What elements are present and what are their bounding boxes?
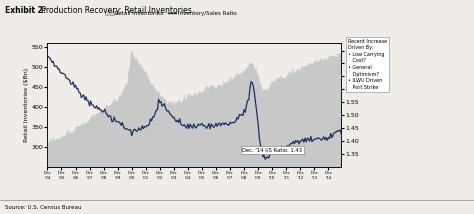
Text: Production Recovery: Retail Inventories: Production Recovery: Retail Inventories [39,6,191,15]
Text: Exhibit 2:: Exhibit 2: [5,6,46,15]
Y-axis label: Retail Inventories ($Bn): Retail Inventories ($Bn) [24,68,29,142]
Text: Source: U.S. Census Bureau: Source: U.S. Census Bureau [5,205,81,210]
Legend: Retail Inventories, Inventory/Sales Ratio: Retail Inventories, Inventory/Sales Rati… [103,8,239,18]
Text: Dec. '14 I/S Ratio: 1.43: Dec. '14 I/S Ratio: 1.43 [242,147,302,153]
Text: Recent Increase
Driven By:
• Low Carrying
   Cost?
• General
   Optimism?
• ILWU: Recent Increase Driven By: • Low Carryin… [348,39,388,90]
